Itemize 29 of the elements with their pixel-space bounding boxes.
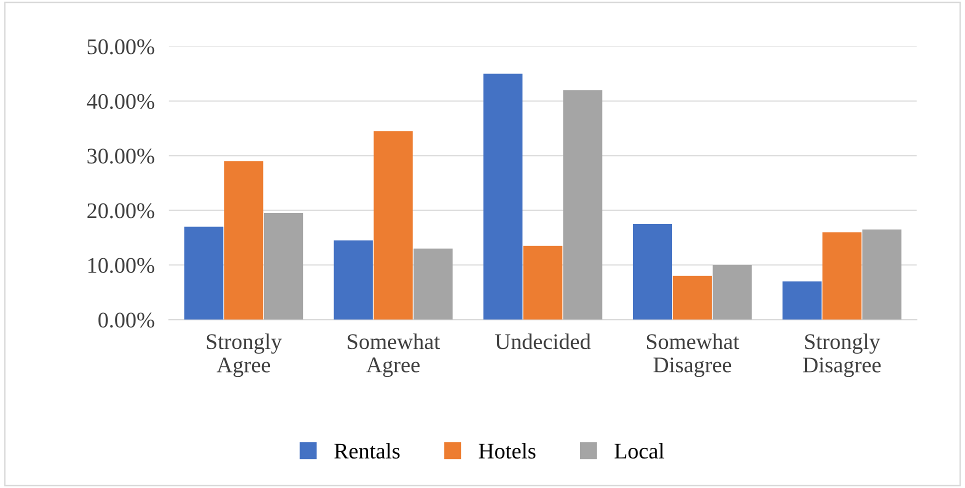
bar <box>782 281 822 320</box>
x-tick-label: Somewhat Disagree <box>646 334 740 377</box>
bar <box>523 246 562 320</box>
bar <box>374 131 413 320</box>
bar <box>862 229 902 320</box>
y-tick-label: 50.00% <box>88 39 154 54</box>
bar <box>334 240 373 320</box>
legend-label: Rentals <box>334 442 400 459</box>
legend-label: Local <box>614 442 664 459</box>
legend-label: Hotels <box>478 442 536 459</box>
x-tick-label: Strongly Disagree <box>803 334 881 378</box>
bar <box>224 161 264 320</box>
bar <box>414 248 453 320</box>
bar <box>483 74 522 320</box>
bar <box>712 264 752 320</box>
bar <box>184 226 224 320</box>
bar <box>822 232 862 320</box>
bar <box>672 276 712 320</box>
x-tick-label: Somewhat Agree <box>348 334 440 377</box>
x-tick-label: Strongly Agree <box>206 334 282 378</box>
y-tick-label: 40.00% <box>86 94 154 110</box>
x-tick-label: Undecided <box>495 334 591 350</box>
y-tick-label: 10.00% <box>88 258 154 274</box>
y-tick-label: 30.00% <box>88 148 154 164</box>
bar <box>632 224 672 320</box>
bar <box>264 213 304 320</box>
y-tick-label: 20.00% <box>87 203 154 218</box>
y-tick-label: 0.00% <box>98 312 154 328</box>
bar <box>563 90 602 320</box>
